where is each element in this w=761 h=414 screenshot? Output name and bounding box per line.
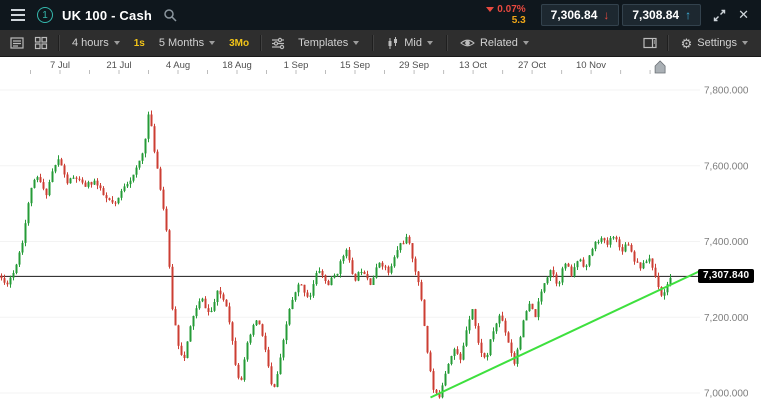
trendline[interactable]	[430, 270, 701, 399]
gear-icon: ⚙	[680, 35, 693, 51]
svg-text:7 Jul: 7 Jul	[50, 60, 70, 71]
chevron-down-icon	[113, 41, 120, 45]
svg-text:13 Oct: 13 Oct	[459, 60, 487, 71]
chart-area: 7,800.000 7,600.000 7,400.000 7,200.000 7,00…	[0, 57, 761, 414]
change-percent: 0.07%	[497, 3, 526, 15]
buy-price: 7,308.84	[632, 8, 680, 22]
svg-text:7,400.000: 7,400.000	[704, 237, 749, 248]
settings-label: Settings	[697, 37, 737, 49]
instrument-number-badge: 1	[37, 7, 53, 23]
svg-text:1 Sep: 1 Sep	[284, 60, 309, 71]
chart-window-icon[interactable]	[6, 33, 28, 53]
timeframe-dropdown[interactable]: 4 hours	[65, 32, 127, 54]
price-chart[interactable]: 7,800.000 7,600.000 7,400.000 7,200.000 7,00…	[0, 57, 761, 414]
svg-text:7,800.000: 7,800.000	[704, 86, 749, 97]
chevron-down-icon	[353, 41, 360, 45]
svg-text:18 Aug: 18 Aug	[222, 60, 252, 71]
svg-text:27 Oct: 27 Oct	[518, 60, 546, 71]
related-dropdown[interactable]: Related	[453, 32, 536, 54]
related-label: Related	[479, 37, 518, 49]
divider	[445, 35, 447, 51]
buy-arrow-up-icon: ↑	[685, 8, 692, 22]
divider	[260, 35, 262, 51]
range-dropdown[interactable]: 5 Months	[152, 32, 222, 54]
range-label: 5 Months	[158, 37, 205, 49]
svg-text:15 Sep: 15 Sep	[340, 60, 370, 71]
instrument-title: UK 100 - Cash	[62, 7, 153, 23]
menu-icon[interactable]	[8, 6, 28, 24]
chevron-down-icon	[426, 41, 433, 45]
quick-timeframe-button[interactable]: 1s	[133, 37, 145, 49]
templates-label: Templates	[298, 37, 349, 49]
indicators-icon[interactable]	[267, 33, 289, 53]
axis-marker[interactable]	[654, 60, 666, 74]
expand-icon[interactable]	[711, 7, 728, 24]
side-panel-icon[interactable]	[639, 33, 661, 53]
quick-range-button[interactable]: 3Mo	[229, 37, 250, 49]
templates-dropdown[interactable]: Templates	[291, 32, 366, 54]
svg-text:29 Sep: 29 Sep	[399, 60, 429, 71]
price-type-dropdown[interactable]: Mid	[379, 31, 440, 55]
chevron-down-icon	[522, 41, 529, 45]
sell-button[interactable]: 7,306.84 ↓	[540, 4, 620, 26]
down-triangle-icon	[486, 6, 495, 12]
chevron-down-icon	[209, 41, 216, 45]
change-points: 5.3	[511, 15, 526, 26]
header: 1 UK 100 - Cash 0.07% 5.3 7,306.84 ↓	[0, 0, 761, 30]
svg-text:7,200.000: 7,200.000	[704, 313, 749, 324]
divider	[372, 35, 374, 51]
svg-text:21 Jul: 21 Jul	[106, 60, 131, 71]
close-icon[interactable]: ✕	[738, 7, 749, 22]
divider	[666, 35, 668, 51]
chart-toolbar: 4 hours 1s 5 Months 3Mo Templates	[0, 30, 761, 57]
sell-arrow-down-icon: ↓	[603, 8, 610, 22]
current-price-label: 7,307.840	[698, 269, 755, 284]
search-icon[interactable]	[161, 6, 179, 24]
price-change-block: 0.07% 5.3	[486, 3, 526, 27]
buy-button[interactable]: 7,308.84 ↑	[622, 4, 702, 26]
price-axis[interactable]	[700, 57, 761, 414]
timeframe-label: 4 hours	[72, 37, 109, 49]
svg-text:4 Aug: 4 Aug	[166, 60, 190, 71]
sell-price: 7,306.84	[550, 8, 598, 22]
svg-text:7,000.000: 7,000.000	[704, 389, 749, 400]
candlestick-icon	[388, 37, 398, 49]
svg-text:7,600.000: 7,600.000	[704, 161, 749, 172]
svg-text:10 Nov: 10 Nov	[576, 60, 606, 71]
price-type-label: Mid	[404, 37, 422, 49]
divider	[58, 35, 59, 51]
settings-dropdown[interactable]: ⚙ Settings	[674, 32, 755, 55]
layout-grid-icon[interactable]	[30, 33, 52, 53]
eye-icon	[460, 39, 475, 47]
chevron-down-icon	[742, 41, 748, 45]
